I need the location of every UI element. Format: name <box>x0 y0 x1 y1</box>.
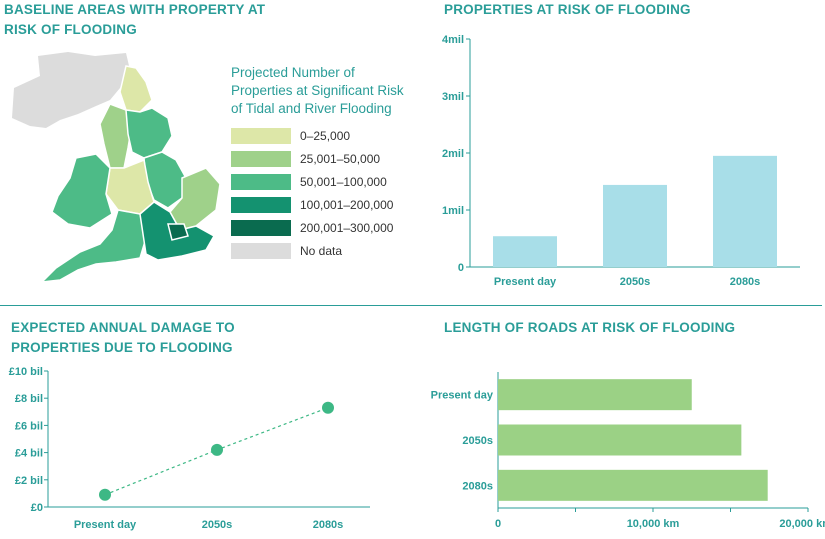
y-tick-label: 2050s <box>462 435 493 447</box>
region-wales <box>51 153 113 229</box>
legend-item: 0–25,000 <box>231 128 350 144</box>
roads-chart-title: LENGTH OF ROADS AT RISK OF FLOODING <box>444 320 736 335</box>
damage-chart-title: EXPECTED ANNUAL DAMAGE TO PROPERTIES DUE… <box>11 318 235 358</box>
bar <box>603 184 667 267</box>
legend-title-line1: Projected Number of <box>231 65 355 80</box>
data-point <box>322 401 334 414</box>
y-tick-label: £8 bil <box>15 393 43 405</box>
x-tick-label: Present day <box>494 276 557 288</box>
y-tick-label: £0 <box>31 502 43 514</box>
legend-item: 50,001–100,000 <box>231 174 387 190</box>
legend-item: 25,001–50,000 <box>231 151 380 167</box>
y-tick-label: 1mil <box>442 205 464 217</box>
bar <box>493 236 557 267</box>
legend-label: 0–25,000 <box>300 129 351 143</box>
map-title: BASELINE AREAS WITH PROPERTY AT RISK OF … <box>4 0 265 40</box>
y-tick-label: 0 <box>458 262 464 274</box>
legend-swatch <box>231 197 291 213</box>
scotland-region <box>12 52 130 128</box>
x-tick-label: 2050s <box>620 276 651 288</box>
legend-title-line3: of Tidal and River Flooding <box>231 101 392 116</box>
properties-bar-chart: 0 1mil 2mil 3mil 4mil Present day 2050s 2080s <box>442 34 800 288</box>
damage-line-chart: £0 £2 bil £4 bil £6 bil £8 bil £10 bil Present… <box>9 366 370 531</box>
bar <box>498 469 768 501</box>
legend-title-line2: Properties at Significant Risk <box>231 83 404 98</box>
legend-item: 200,001–300,000 <box>231 220 393 236</box>
x-tick-label: 2080s <box>730 276 761 288</box>
x-tick-label: Present day <box>74 519 137 531</box>
legend-swatch <box>231 151 291 167</box>
bar <box>498 379 692 411</box>
legend-swatch <box>231 128 291 144</box>
legend-item: 100,001–200,000 <box>231 197 393 213</box>
x-tick-label: 10,000 km <box>627 518 680 530</box>
legend-swatch <box>231 174 291 190</box>
bar <box>498 424 742 456</box>
section-divider <box>0 305 822 306</box>
legend-swatch <box>231 243 291 259</box>
x-tick-label: 0 <box>495 518 501 530</box>
map-title-line2: RISK OF FLOODING <box>4 22 137 37</box>
legend-label: 200,001–300,000 <box>300 221 394 235</box>
y-tick-label: £10 bil <box>9 366 43 378</box>
bar <box>713 155 777 267</box>
y-tick-label: Present day <box>431 390 494 402</box>
legend-label: 100,001–200,000 <box>300 198 394 212</box>
damage-title-line1: EXPECTED ANNUAL DAMAGE TO <box>11 320 235 335</box>
y-tick-label: 3mil <box>442 91 464 103</box>
y-tick-label: £2 bil <box>15 475 43 487</box>
legend-label: No data <box>300 244 343 258</box>
region-north-east <box>119 65 153 113</box>
damage-title-line2: PROPERTIES DUE TO FLOODING <box>11 340 233 355</box>
x-tick-label: 2050s <box>202 519 233 531</box>
data-point <box>211 443 223 456</box>
legend-label: 50,001–100,000 <box>300 175 387 189</box>
england-wales-map <box>12 52 221 283</box>
properties-chart-title: PROPERTIES AT RISK OF FLOODING <box>444 2 691 17</box>
y-tick-label: £4 bil <box>15 448 43 460</box>
map-legend-title: Projected Number of Properties at Signif… <box>231 64 431 118</box>
legend-label: 25,001–50,000 <box>300 152 381 166</box>
map-title-line1: BASELINE AREAS WITH PROPERTY AT <box>4 2 266 17</box>
x-tick-label: 20,000 km <box>779 518 825 530</box>
x-tick-label: 2080s <box>313 519 344 531</box>
legend-swatch <box>231 220 291 236</box>
y-tick-label: £6 bil <box>15 420 43 432</box>
y-tick-label: 2080s <box>462 480 493 492</box>
region-london <box>167 223 189 241</box>
y-tick-label: 4mil <box>442 34 464 46</box>
region-yorkshire <box>125 107 173 159</box>
data-point <box>99 488 111 501</box>
roads-bar-chart: 0 10,000 km 20,000 km Present day 2050s 2080s <box>431 372 825 530</box>
y-tick-label: 2mil <box>442 148 464 160</box>
legend-item: No data <box>231 243 342 259</box>
